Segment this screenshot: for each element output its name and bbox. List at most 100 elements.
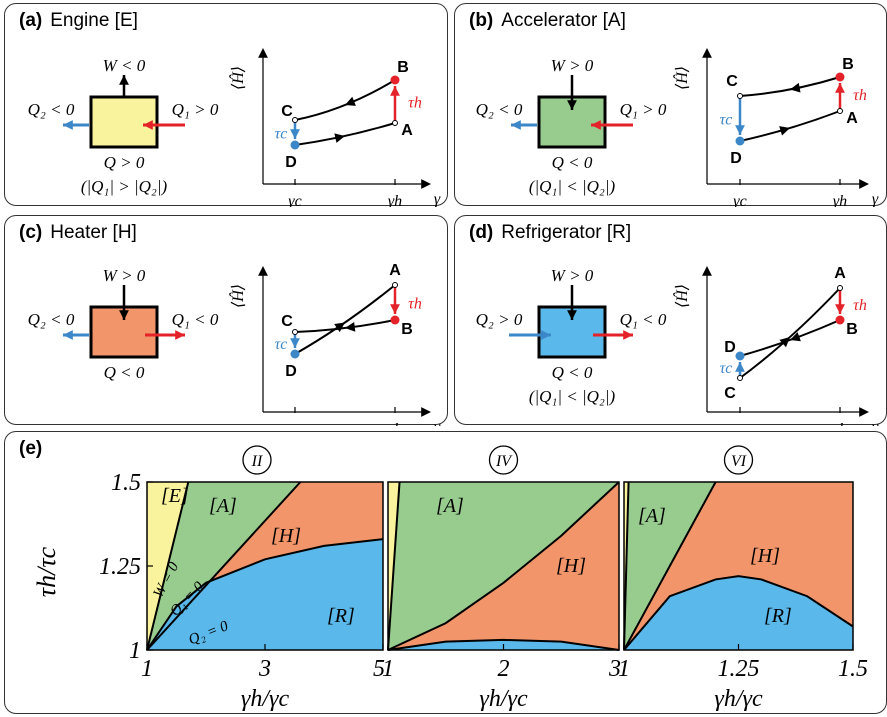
x-axis-label: γh/γc — [479, 686, 528, 712]
stroke-d-to-a — [294, 284, 396, 355]
region-label-a: [A] — [436, 495, 464, 517]
x-tick-label: 1 — [382, 656, 394, 682]
heater-diagram: W > 0 Q₂ < 0 Q₁ < 0 Q < 0 ⟨Ĥ⟩ γ γc γh A B C Dτh τc — [28, 262, 441, 426]
y-axis-head — [702, 48, 712, 58]
gamma-h-tick: γh — [833, 193, 847, 207]
stroke-d-to-a — [739, 110, 841, 142]
panel-title: (a) Engine [E] — [19, 10, 138, 32]
engine-diagram: W < 0 Q₂ < 0 Q₁ > 0 Q > 0 (|Q₁| > |Q₂|) ⟨Ĥ⟩ γ γ… — [28, 48, 441, 207]
roman-numeral: VI — [731, 453, 747, 470]
x-axis-label: γ — [434, 419, 441, 426]
y-tick-label: 1.25 — [99, 554, 141, 580]
hot-isochore-head — [390, 304, 400, 314]
tau-h-label: τh — [853, 297, 867, 314]
point-label-c: C — [281, 103, 293, 120]
stroke-b-to-c — [294, 319, 396, 333]
q2-label: Q₂ > 0 — [476, 310, 523, 329]
region-refrigerator — [624, 576, 853, 650]
q2-arrow-head — [541, 330, 551, 340]
region-label-r: [R] — [764, 605, 792, 627]
gamma-h-tick: γh — [833, 421, 847, 426]
x-tick-label: 1 — [141, 656, 153, 682]
tau-c-label: τc — [275, 126, 288, 143]
panel-accelerator: (b) Accelerator [A] W > 0 Q₂ < 0 Q₁ > 0 Q < … — [454, 3, 887, 207]
q1-arrow-head — [143, 120, 153, 130]
q2-zero-curve — [623, 575, 854, 651]
w-zero-curve — [146, 481, 190, 651]
y-tick-label: 1 — [129, 638, 141, 664]
x-tick-label: 1.25 — [718, 656, 760, 682]
work-arrow-head — [567, 310, 577, 320]
stroke-b-to-d — [739, 319, 841, 357]
w-zero-curve — [623, 481, 630, 651]
q2-arrow-head — [63, 120, 73, 130]
panel-title: (d) Refrigerator [R] — [469, 222, 631, 244]
x-axis-label: γh/γc — [241, 686, 290, 712]
point-label-d: D — [724, 339, 736, 356]
y-axis-label: ⟨Ĥ⟩ — [228, 66, 247, 90]
x-tick-label: 1 — [618, 656, 630, 682]
q1-label: Q₁ > 0 — [620, 100, 667, 119]
tau-h-label: τh — [853, 87, 867, 104]
point-label-a: A — [401, 122, 413, 139]
work-label: W > 0 — [551, 266, 594, 285]
point-label-b: B — [397, 59, 409, 76]
point-label-a: A — [389, 262, 401, 279]
roman-numeral-circle — [488, 445, 519, 475]
q2-label: Q₂ < 0 — [476, 100, 523, 119]
q2-label: Q₂ < 0 — [28, 310, 75, 329]
total-heat-label: Q < 0 — [552, 363, 593, 382]
state-c-dot — [737, 375, 743, 381]
q1-zero-curve — [623, 481, 717, 651]
point-label-d: D — [285, 154, 297, 171]
cold-state-dot — [290, 349, 300, 359]
cold-isochore-head — [735, 125, 745, 135]
panel-refrigerator: (d) Refrigerator [R] W > 0 Q₂ > 0 Q₁ < 0 Q <… — [454, 215, 887, 426]
energy-box — [89, 95, 159, 149]
region-label-r: [R] — [327, 605, 355, 627]
work-label: W < 0 — [103, 56, 146, 75]
q1-zero-curve — [387, 481, 620, 651]
region-label-a: [A] — [638, 505, 666, 527]
hot-state-dot — [390, 315, 400, 325]
point-label-c: C — [726, 73, 738, 90]
hot-isochore-head — [835, 304, 845, 314]
total-heat-label: Q < 0 — [552, 153, 593, 172]
q1-arrow-head — [591, 120, 601, 130]
gamma-h-tick: γh — [388, 421, 402, 426]
panel-title: (c) Heater [H] — [19, 222, 137, 244]
x-tick-label: 2 — [498, 656, 510, 682]
panel-title: (e) — [19, 438, 50, 460]
x-axis-head — [859, 407, 869, 417]
q1-label: Q₁ > 0 — [172, 100, 219, 119]
stroke-b-to-c-arrow — [790, 82, 801, 93]
stroke-b-to-c-arrow — [345, 321, 356, 332]
x-tick-label: 5 — [373, 656, 385, 682]
cold-state-dot — [735, 351, 745, 361]
roman-numeral-circle — [723, 445, 754, 475]
x-axis-label: γ — [434, 191, 441, 207]
total-heat-label: Q > 0 — [104, 153, 145, 172]
x-tick-label: 3 — [608, 656, 621, 682]
panel-title: (b) Accelerator [A] — [469, 10, 626, 32]
total-heat-label: Q < 0 — [104, 363, 145, 382]
stroke-c-to-a-arrow — [779, 337, 790, 348]
q2-arrow-head — [511, 120, 521, 130]
q1-arrow-head — [175, 330, 185, 340]
hot-state-dot — [835, 315, 845, 325]
region-accelerator — [388, 482, 619, 650]
y-axis-head — [258, 266, 268, 276]
tau-c-label: τc — [720, 112, 733, 129]
x-axis-head — [421, 179, 431, 189]
region-label-a: [A] — [209, 495, 237, 517]
gamma-c-tick: γc — [288, 421, 301, 426]
point-label-b: B — [846, 321, 858, 338]
state-c-dot — [737, 93, 743, 99]
state-a-dot — [837, 108, 843, 114]
panel-letter: (c) — [19, 222, 43, 243]
roman-numeral-circle — [242, 445, 272, 475]
x-axis-head — [859, 179, 869, 189]
q1-label: Q₁ < 0 — [172, 310, 219, 329]
region-refrigerator — [147, 539, 383, 650]
state-a-dot — [837, 285, 843, 291]
